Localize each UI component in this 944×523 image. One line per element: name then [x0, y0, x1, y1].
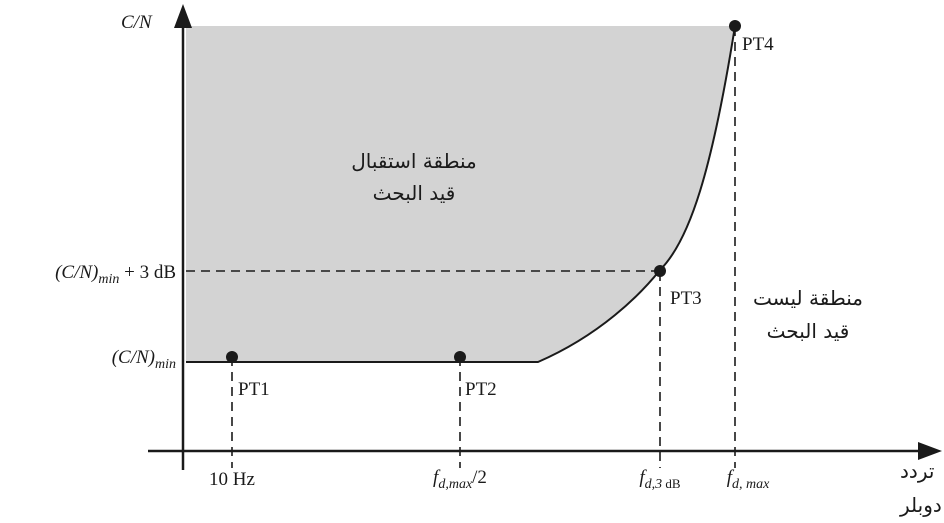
pt3-label: PT3 — [670, 288, 702, 309]
tick-3db-sub: d,3 — [645, 477, 663, 492]
tick-fmax-sub: d, max — [732, 477, 770, 492]
pt4-marker — [729, 20, 741, 32]
cn-min-plus3-suffix: + 3 dB — [119, 262, 176, 283]
x-axis-arrowhead — [918, 442, 942, 460]
outside-region-label-line1: منطقة ليست — [753, 286, 863, 310]
tick-fd-max: fd, max — [727, 467, 770, 492]
x-axis-label-line1: تردد — [900, 459, 934, 483]
tick-3db-base: f — [639, 467, 647, 488]
cn-min-label: (C/N)min — [112, 347, 176, 372]
pt1-label: PT1 — [238, 379, 270, 400]
tick-fmax-base: f — [727, 467, 735, 488]
acceptance-region — [186, 26, 735, 362]
tick-fd-3db: fd,3 dB — [639, 467, 681, 492]
acceptance-region-label-line1: منطقة استقبال — [351, 149, 476, 173]
tick-half-suffix: /2 — [472, 467, 487, 488]
cn-min-sub: min — [155, 357, 176, 372]
x-axis-label-line2: دوبلر — [899, 493, 942, 517]
tick-half-sub: d,max — [438, 477, 473, 492]
cn-min-base: (C/N) — [112, 347, 155, 368]
pt2-marker — [454, 351, 466, 363]
pt1-marker — [226, 351, 238, 363]
acceptance-region-label-line2: قيد البحث — [373, 181, 456, 205]
tick-3db-sub2: dB — [662, 476, 681, 491]
cn-min-plus3-base: (C/N) — [55, 262, 98, 283]
tick-half-base: f — [433, 467, 441, 488]
y-axis-arrowhead — [174, 4, 192, 28]
tick-10hz: 10 Hz — [209, 469, 255, 490]
tick-fd-max-half: fd,max/2 — [433, 467, 487, 492]
outside-region-label-line2: قيد البحث — [767, 319, 850, 343]
pt3-marker — [654, 265, 666, 277]
cn-min-plus3-label: (C/N)min + 3 dB — [55, 262, 176, 287]
pt2-label: PT2 — [465, 379, 497, 400]
pt4-label: PT4 — [742, 34, 774, 55]
y-axis-label: C/N — [121, 12, 153, 33]
cn-min-plus3-sub: min — [98, 272, 119, 287]
